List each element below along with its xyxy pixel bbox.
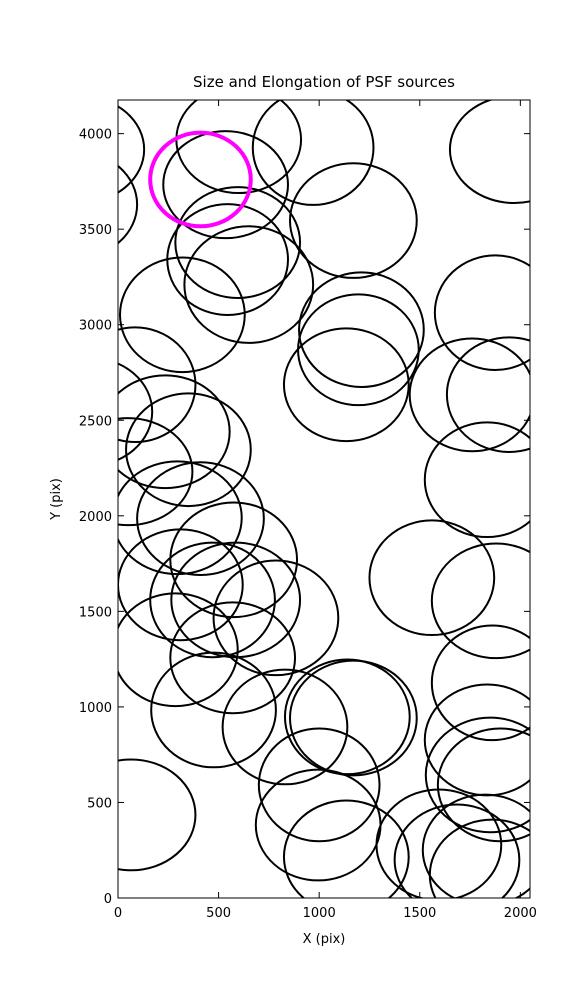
psf-ellipse xyxy=(136,461,265,577)
y-tick-label: 500 xyxy=(87,796,112,811)
y-tick-label: 1500 xyxy=(79,605,112,620)
psf-ellipse xyxy=(289,659,418,777)
y-tick-label: 4000 xyxy=(79,128,112,143)
psf-ellipse xyxy=(118,374,231,490)
y-tick-label: 2500 xyxy=(79,414,112,429)
psf-ellipse xyxy=(118,326,197,444)
psf-ellipse xyxy=(251,100,375,206)
psf-ellipse xyxy=(183,225,315,344)
y-tick-label: 1000 xyxy=(79,701,112,716)
axes-frame xyxy=(117,99,531,899)
psf-ellipse xyxy=(430,624,530,742)
psf-ellipse xyxy=(118,758,197,872)
psf-ellipse xyxy=(118,460,243,576)
psf-ellipse xyxy=(118,362,154,461)
psf-ellipse xyxy=(282,799,410,898)
chart-title: Size and Elongation of PSF sources xyxy=(193,73,455,91)
psf-ellipse xyxy=(282,327,410,443)
psf-ellipse xyxy=(148,130,253,229)
x-tick-label: 2000 xyxy=(504,906,537,921)
psf-ellipse xyxy=(408,337,530,453)
psf-ellipse xyxy=(150,651,277,769)
x-tick-label: 1000 xyxy=(303,906,336,921)
psf-ellipse xyxy=(118,105,146,194)
psf-ellipse xyxy=(423,421,530,539)
x-tick-label: 1500 xyxy=(403,906,436,921)
psf-ellipse xyxy=(169,501,299,619)
y-axis-label: Y (pix) xyxy=(49,478,64,521)
x-axis-label: X (pix) xyxy=(303,932,346,947)
psf-ellipse xyxy=(283,658,411,776)
psf-ellipse xyxy=(297,293,420,407)
x-tick-label: 0 xyxy=(114,906,122,921)
psf-ellipse xyxy=(298,271,425,389)
psf-ellipse xyxy=(433,254,530,371)
psf-ellipse xyxy=(174,186,302,299)
psf-ellipse xyxy=(436,727,530,843)
psf-ellipse xyxy=(118,417,194,527)
psf-ellipse xyxy=(119,256,246,374)
plot-area xyxy=(118,100,530,898)
y-tick-label: 0 xyxy=(104,892,112,907)
y-tick-label: 2000 xyxy=(79,510,112,525)
psf-ellipse xyxy=(428,818,530,898)
y-tick-label: 3500 xyxy=(79,223,112,238)
psf-ellipse xyxy=(175,100,303,195)
psf-ellipse xyxy=(212,559,340,677)
psf-ellipse xyxy=(289,162,418,279)
psf-ellipse xyxy=(125,392,252,508)
psf-ellipse xyxy=(149,541,276,659)
psf-ellipse xyxy=(424,716,530,834)
psf-ellipse xyxy=(221,668,349,786)
psf-ellipse xyxy=(169,601,297,715)
psf-ellipse xyxy=(118,592,239,708)
psf-ellipse xyxy=(445,336,530,453)
psf-ellipse xyxy=(162,130,289,240)
psf-ellipse xyxy=(421,793,530,898)
psf-ellipse xyxy=(257,727,381,843)
psf-ellipse xyxy=(375,788,503,898)
psf-ellipse xyxy=(448,100,530,204)
psf-ellipse xyxy=(118,528,244,642)
psf-ellipse xyxy=(393,803,521,898)
psf-ellipse xyxy=(430,542,530,660)
psf-ellipse xyxy=(118,164,139,245)
psf-ellipse xyxy=(368,519,496,637)
y-tick-label: 3000 xyxy=(79,319,112,334)
x-tick-label: 500 xyxy=(206,906,231,921)
